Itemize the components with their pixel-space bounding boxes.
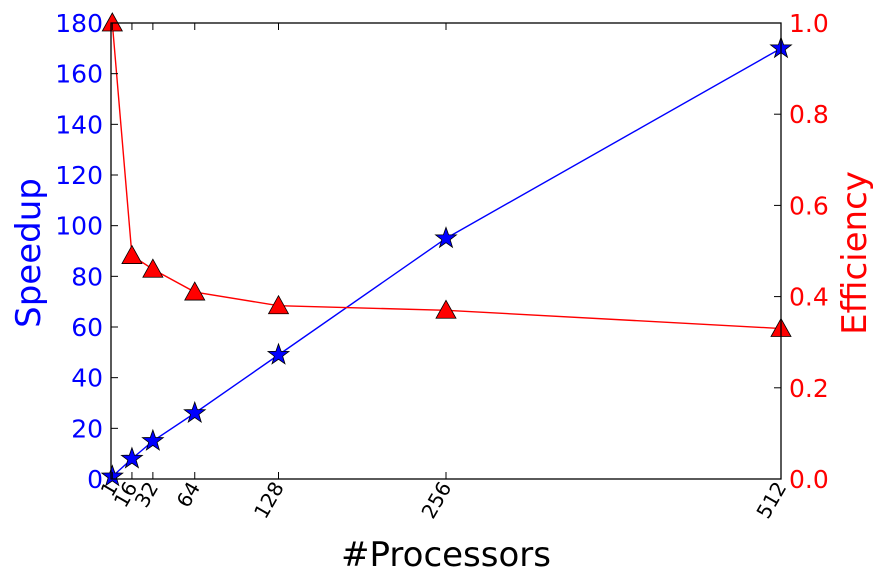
series-line-efficiency (111, 22, 782, 330)
plot-frame (110, 22, 782, 480)
x-tick-label: 32 (130, 478, 164, 512)
efficiency-point (435, 299, 457, 319)
y-left-tick-label: 100 (55, 212, 103, 241)
axes: 0 20 40 60 80 100 120 140 160 180 0.0 0.2 0.4 0.6 0.8 1… (55, 9, 828, 523)
y-right-tick-label: 0.8 (789, 100, 829, 129)
y-left-tick-label: 80 (71, 262, 103, 291)
series-line-speedup (111, 47, 782, 477)
y-axis-left-label: Speedup (9, 178, 49, 328)
x-tick-label: 64 (172, 478, 206, 512)
efficiency-point (101, 12, 123, 32)
y-left-tick-label: 180 (55, 9, 103, 38)
y-right-tick-label: 0.6 (789, 191, 829, 220)
speedup-point (141, 428, 165, 451)
y-right-tick-label: 1.0 (789, 9, 829, 38)
y-left-tick-label: 20 (71, 414, 103, 443)
y-right-tick-label: 0.0 (789, 465, 829, 494)
y-axis-right-label: Efficiency (835, 171, 875, 335)
y-left-tick-label: 120 (55, 161, 103, 190)
y-left-tick-label: 140 (55, 110, 103, 139)
x-axis-label: #Processors (341, 535, 551, 575)
y-left-tick-label: 60 (71, 313, 103, 342)
y-left-tick-label: 0 (87, 465, 103, 494)
y-left-tick-label: 40 (71, 364, 103, 393)
efficiency-point (184, 281, 206, 301)
y-left-tick-label: 160 (55, 60, 103, 89)
y-right-tick-label: 0.4 (789, 283, 829, 312)
efficiency-point (121, 244, 143, 264)
efficiency-point (142, 258, 164, 278)
plot-area (100, 12, 793, 487)
x-tick-label: 128 (249, 478, 289, 523)
speedup-point (434, 226, 458, 249)
x-tick-label: 512 (751, 478, 791, 523)
speedup-point (183, 400, 207, 424)
speedup-point (120, 446, 144, 469)
x-tick-label: 256 (416, 478, 456, 523)
efficiency-point (267, 294, 290, 315)
speedup-point (266, 342, 291, 365)
y-right-tick-label: 0.2 (789, 374, 829, 403)
